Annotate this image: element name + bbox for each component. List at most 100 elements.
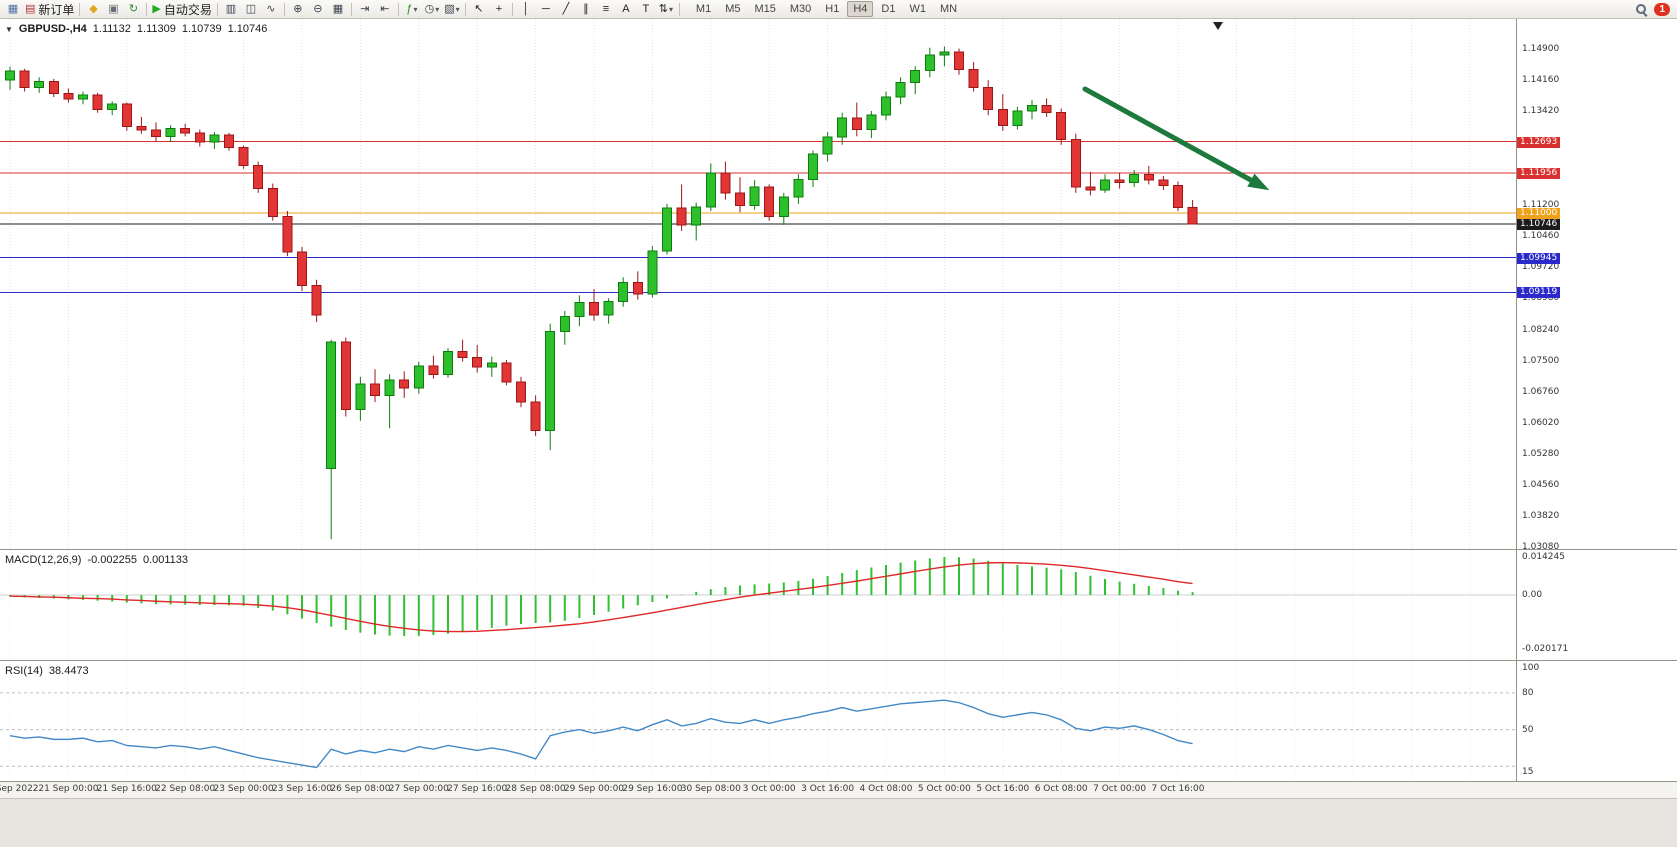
price-tick-label: 1.06020 (1522, 418, 1560, 429)
channel-button[interactable]: ∥ (576, 1, 596, 17)
label-icon: T (642, 3, 650, 15)
price-tick-label: 1.04560 (1522, 479, 1560, 490)
notification-badge[interactable]: 1 (1654, 2, 1670, 16)
candlestick-chart[interactable] (0, 19, 1516, 549)
refresh-button[interactable]: ↻ (123, 1, 143, 17)
candle (662, 207, 672, 252)
zoom-in-icon: ⊕ (293, 3, 303, 15)
vertical-line-icon: │ (522, 3, 530, 15)
macd-axis[interactable]: 0.014245 0.00 -0.020171 (1516, 550, 1677, 660)
trend-arrow[interactable] (1082, 86, 1261, 187)
arrows-icon: ⇅ (658, 3, 668, 15)
timeframe-m5[interactable]: M5 (725, 3, 741, 15)
time-label: 27 Sep 16:00 (447, 784, 508, 794)
indicators-button[interactable]: ƒ ▾ (402, 1, 422, 17)
rsi-axis[interactable]: 100 80 50 15 (1516, 661, 1677, 781)
zoom-in-button[interactable]: ⊕ (288, 1, 308, 17)
panel-resize-handle[interactable] (0, 549, 1677, 550)
macd-chart[interactable] (0, 550, 1516, 660)
mql-community-button[interactable]: ◆ (83, 1, 103, 17)
rsi-title: RSI(14) (5, 665, 43, 677)
timeframe-h1[interactable]: H1 (825, 3, 840, 15)
dropdown-arrow-icon[interactable]: ▾ (455, 4, 460, 14)
text-button[interactable]: A (616, 1, 636, 17)
candle (5, 70, 15, 81)
rsi-tick-label: 80 (1522, 687, 1534, 698)
new-order-button[interactable]: ▤ 新订单 (23, 1, 76, 17)
candle (370, 383, 380, 396)
timeframe-toolbar: M1 M5 M15 M30 H1 H4 D1 W1 MN (689, 1, 964, 17)
periods-button[interactable]: ◷ ▾ (422, 1, 442, 17)
templates-button[interactable]: ▧ ▾ (442, 1, 462, 17)
trendline-button[interactable]: ╱ (556, 1, 576, 17)
candlestick-button[interactable]: ◫ (241, 1, 261, 17)
bar-shift-marker[interactable] (1213, 22, 1223, 30)
fibonacci-button[interactable]: ≡ (596, 1, 616, 17)
timeframe-m15[interactable]: M15 (754, 3, 776, 15)
timeframe-d1[interactable]: D1 (881, 3, 896, 15)
dropdown-arrow-icon[interactable]: ▾ (413, 4, 418, 14)
cursor-button[interactable]: ↖ (469, 1, 489, 17)
crosshair-button[interactable]: + (489, 1, 509, 17)
macd-panel: 0.014245 0.00 -0.020171 MACD(12,26,9) -0.0… (0, 550, 1677, 660)
price-tick-label: 1.14900 (1522, 43, 1560, 54)
candle (1158, 179, 1169, 187)
candle (735, 192, 745, 207)
time-label: 4 Oct 08:00 (859, 784, 913, 794)
symbol-collapse-icon[interactable]: ▼ (5, 24, 13, 34)
tile-windows-button[interactable]: ▦ (328, 1, 348, 17)
auto-scroll-button[interactable]: ⇥ (355, 1, 375, 17)
tile-windows-icon: ▦ (332, 3, 344, 15)
dropdown-arrow-icon[interactable]: ▾ (669, 4, 674, 14)
cursor-icon: ↖ (474, 3, 484, 15)
zoom-out-button[interactable]: ⊖ (308, 1, 328, 17)
horizontal-line-button[interactable]: ─ (536, 1, 556, 17)
rsi-chart[interactable] (0, 661, 1516, 781)
macd-tick-label: 0.00 (1522, 590, 1543, 601)
dropdown-arrow-icon[interactable]: ▾ (435, 4, 440, 14)
label-button[interactable]: T (636, 1, 656, 17)
search-icon[interactable] (1634, 2, 1648, 16)
autotrade-button[interactable]: ▶ 自动交易 (150, 1, 213, 17)
price-axis[interactable]: 1.149001.141601.134201.126801.119401.112… (1516, 19, 1677, 552)
candle (1027, 105, 1037, 112)
templates-icon: ▧ (444, 3, 455, 15)
candle (1114, 179, 1125, 184)
time-label: 7 Oct 16:00 (1151, 784, 1205, 794)
candle (968, 69, 979, 88)
toolbar-separator (79, 2, 81, 16)
print-icon: ▣ (108, 3, 119, 15)
timeframe-m1[interactable]: M1 (695, 3, 712, 15)
candle (793, 178, 804, 198)
candle (19, 70, 30, 88)
panel-resize-handle[interactable] (0, 781, 1677, 782)
timeframe-h4[interactable]: H4 (847, 1, 874, 17)
candle (749, 186, 760, 207)
timeframe-m30[interactable]: M30 (789, 3, 812, 15)
line-chart-button[interactable]: ∿ (261, 1, 281, 17)
time-label: 5 Oct 16:00 (976, 784, 1030, 794)
trendline-icon: ╱ (562, 3, 570, 15)
time-label: 7 Oct 00:00 (1093, 784, 1147, 794)
panel-resize-handle[interactable] (0, 660, 1677, 661)
toolbar-separator (397, 2, 399, 16)
candle (1041, 105, 1052, 114)
toolbar-button-groups: ▤ 新订单 ◆ ▣ ↻ ▶ 自动交易 ▥ ◫ ∿ ⊕ ⊖ ▦ ⇥ ⇤ ƒ ▾ ◷ ▾ ▧ ▾ ↖ + │ ─ ╱ ∥ ≡ A T ⇅ ▾ (23, 1, 676, 17)
candle (311, 285, 322, 316)
bar-chart-button[interactable]: ▥ (221, 1, 241, 17)
price-tick-label: 1.06760 (1522, 387, 1560, 398)
candle (136, 126, 147, 131)
timeframe-mn[interactable]: MN (939, 3, 958, 15)
candle (851, 117, 862, 131)
chart-shift-icon: ⇤ (380, 3, 390, 15)
time-label: 20 Sep 2022 (0, 784, 39, 794)
arrows-button[interactable]: ⇅ ▾ (656, 1, 676, 17)
toolbar-separator (283, 2, 285, 16)
timeframe-w1[interactable]: W1 (909, 3, 926, 15)
vertical-line-button[interactable]: │ (516, 1, 536, 17)
print-button[interactable]: ▣ (103, 1, 123, 17)
candle (472, 356, 483, 368)
chart-shift-button[interactable]: ⇤ (375, 1, 395, 17)
main-toolbar: ▦ ▤ 新订单 ◆ ▣ ↻ ▶ 自动交易 ▥ ◫ ∿ ⊕ ⊖ ▦ ⇥ ⇤ ƒ ▾ ◷ ▾ ▧ ▾ ↖ + │ ─ ╱ ∥ ≡ A T ⇅ ▾ … (0, 0, 1677, 19)
